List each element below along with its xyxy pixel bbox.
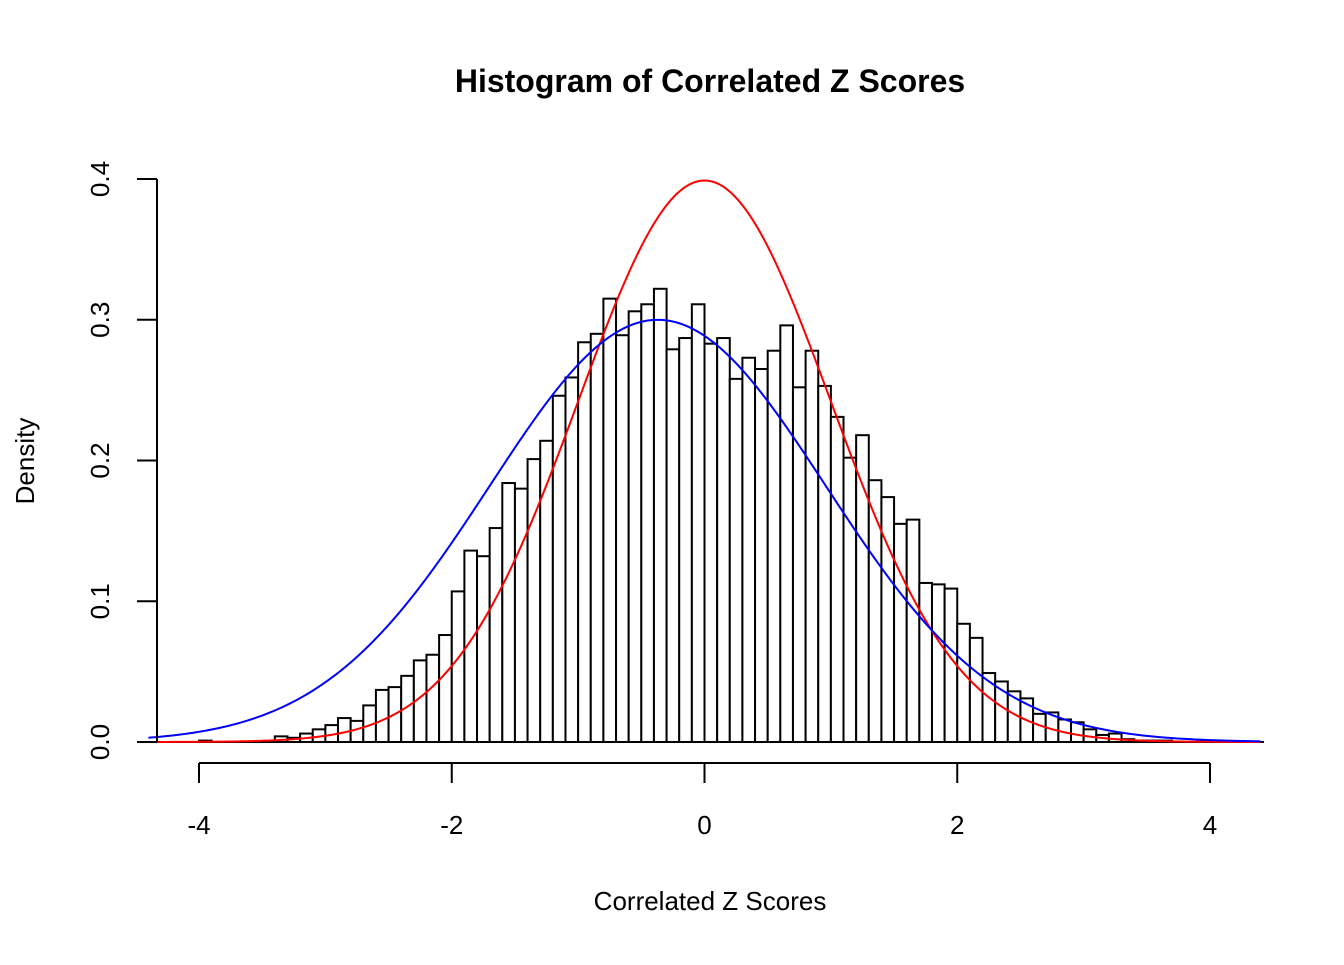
histogram-bar xyxy=(867,479,883,743)
histogram-bar xyxy=(817,384,832,743)
x-axis: -4 -2 0 2 4 xyxy=(187,762,1217,840)
histogram-bar xyxy=(741,356,757,743)
histogram-bar xyxy=(956,622,971,744)
histogram-bar xyxy=(640,303,655,743)
fitted-normal-curve xyxy=(148,318,1261,743)
histogram-bar xyxy=(665,348,681,743)
histogram-bar xyxy=(804,349,820,743)
histogram-bar xyxy=(690,303,706,743)
histogram-bar xyxy=(652,287,668,743)
histogram-bar xyxy=(1107,732,1123,743)
histogram-bar xyxy=(930,583,946,743)
x-tick-label: 2 xyxy=(950,810,964,840)
histogram-bar xyxy=(501,482,516,743)
histogram-bar xyxy=(615,334,630,743)
y-tick-label: 0.1 xyxy=(85,583,115,619)
bars-layer xyxy=(155,287,1264,744)
histogram-bar xyxy=(438,634,453,744)
curves-layer xyxy=(148,179,1261,743)
histogram-bar xyxy=(450,590,466,744)
histogram-bar xyxy=(337,717,352,744)
histogram-bar xyxy=(855,434,870,743)
histogram-bar xyxy=(918,581,933,744)
histogram-bar xyxy=(1032,712,1047,743)
histogram-bar xyxy=(703,342,719,743)
y-tick-label: 0.4 xyxy=(85,161,115,197)
histogram-bar xyxy=(589,332,605,743)
histogram-bar xyxy=(754,368,769,743)
y-tick-label: 0.2 xyxy=(85,442,115,478)
histogram-bar xyxy=(526,458,542,743)
histogram-bar xyxy=(602,297,618,743)
x-tick-label: -4 xyxy=(187,810,210,840)
x-axis-label: Correlated Z Scores xyxy=(594,886,827,916)
histogram-bar xyxy=(829,415,845,743)
histogram-bar xyxy=(513,487,529,743)
x-tick-label: 4 xyxy=(1203,810,1217,840)
histogram-bar xyxy=(893,522,908,744)
histogram-bar xyxy=(488,527,504,743)
histogram-bar xyxy=(577,341,592,743)
y-axis: 0.0 0.1 0.2 0.3 0.4 xyxy=(85,161,158,760)
histogram-bar xyxy=(349,719,365,744)
y-tick-label: 0.3 xyxy=(85,302,115,338)
histogram-bar xyxy=(842,456,858,743)
x-tick-label: 0 xyxy=(697,810,711,840)
histogram-bar xyxy=(905,518,921,743)
histogram-bar xyxy=(779,324,794,743)
histogram-bar xyxy=(943,587,959,744)
standard-normal-curve xyxy=(148,179,1261,743)
histogram-bar xyxy=(374,688,390,743)
histogram-bar xyxy=(476,555,491,744)
chart-title: Histogram of Correlated Z Scores xyxy=(455,63,965,99)
x-tick-label: -2 xyxy=(440,810,463,840)
histogram-bar xyxy=(627,310,643,743)
histogram-bar xyxy=(728,377,744,743)
y-tick-label: 0.0 xyxy=(85,724,115,760)
histogram-bar xyxy=(425,653,441,743)
histogram-bar xyxy=(551,394,567,743)
histogram-bar xyxy=(716,337,731,743)
y-axis-label: Density xyxy=(10,418,40,505)
histogram-bar xyxy=(678,337,693,743)
